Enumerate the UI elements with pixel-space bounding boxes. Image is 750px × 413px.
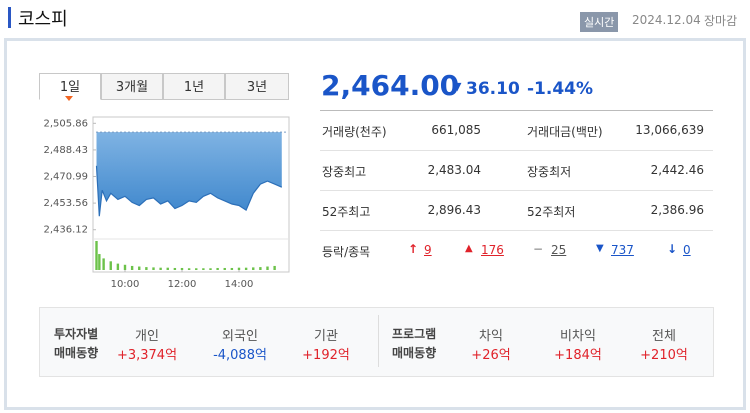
stat-value: 2,442.46 [650, 163, 704, 177]
price-line [95, 165, 283, 217]
upper-count[interactable]: 9 [424, 243, 432, 257]
divider [378, 315, 379, 367]
volume-bar [102, 258, 105, 270]
flow-label: 프로그램 [392, 327, 437, 341]
stat-value: 2,386.96 [650, 203, 704, 217]
flow-value: +210억 [640, 348, 688, 363]
volume-bar [152, 267, 155, 270]
stats-row [320, 191, 713, 231]
y-tick-label: 2,436.12 [43, 225, 88, 236]
stat-value: 2,483.04 [427, 163, 481, 177]
volume-bar [259, 267, 262, 270]
tab[interactable]: 1년 [163, 73, 225, 100]
stat-label: 거래량(천주) [322, 125, 387, 139]
price-area [96, 132, 282, 217]
flow-value: +3,374억 [116, 348, 178, 363]
chart: 2,505.86 2,488.43 2,470.99 2,453.56 2,436.12… [43, 116, 290, 290]
change: 36.10 [466, 79, 520, 99]
icon: ▲ [465, 243, 473, 254]
flat-count[interactable]: 25 [551, 243, 567, 257]
stat-value: 661,085 [431, 123, 481, 137]
flow-name: 비차익 [560, 329, 596, 344]
volume-bar [180, 267, 184, 270]
volume-bar [98, 254, 101, 270]
rate: -1.44% [527, 79, 594, 99]
volume-bar [130, 265, 134, 270]
volume-bar [195, 268, 198, 270]
price: 2,464.00 [321, 69, 460, 102]
tab[interactable]: 3년 [225, 73, 289, 100]
tab[interactable]: 3개월 [101, 73, 163, 100]
stat-label: 52주최고 [322, 205, 371, 219]
volume-bar [187, 268, 191, 270]
x-tick-label: 12:00 [168, 279, 197, 290]
y-tick-label: 2,505.86 [43, 118, 88, 129]
flow-value: +26억 [471, 348, 511, 363]
flow-label: 매매동향 [54, 346, 99, 360]
y-tick-label: 2,453.56 [43, 198, 88, 209]
updown-label: 등락/종목 [322, 245, 371, 259]
volume-bar [237, 267, 241, 270]
y-tick-label: 2,488.43 [43, 145, 88, 156]
volume-bar [166, 267, 169, 270]
volume-bar [252, 267, 255, 270]
volume-bar [244, 267, 248, 270]
volume-bar [223, 267, 226, 270]
volume-bar [116, 263, 120, 270]
flow-value: +184억 [554, 348, 602, 363]
status: 장마감 [704, 14, 738, 28]
volume-bar [216, 267, 219, 270]
y-tick-label: 2,470.99 [43, 172, 88, 183]
badge: 실시간 [580, 12, 619, 32]
volume-bar [173, 267, 177, 270]
flow-name: 전체 [652, 329, 676, 344]
icon: − [533, 242, 544, 256]
stat-label: 거래대금(백만) [527, 125, 603, 139]
volume-bar [266, 266, 269, 270]
flow-name: 기관 [314, 329, 338, 344]
stats-row [320, 151, 713, 191]
date: 2024.12.04 [632, 13, 701, 27]
stat-label: 장중최저 [527, 165, 572, 179]
flow-panel [39, 307, 714, 377]
volume-bar [202, 268, 205, 270]
main-box [4, 38, 746, 410]
stats-row [320, 111, 713, 151]
volume-bar [95, 241, 98, 270]
volume-bar [159, 267, 162, 270]
updown-row: 등락/종목 ↑ 9 ▲ 176 − 25 ▼ 737 ↓ 0 [320, 230, 713, 270]
flow-name: 개인 [135, 329, 159, 344]
title: 코스피 [18, 9, 68, 30]
icon: ↓ [667, 242, 678, 256]
down-icon: ▼ [453, 80, 462, 93]
title-bar [8, 7, 11, 28]
up-count[interactable]: 176 [481, 243, 504, 257]
table-top [320, 110, 713, 111]
flow-value: +192억 [302, 348, 350, 363]
tab-indicator [65, 96, 73, 101]
volume-bar [138, 266, 141, 270]
volume-bar [273, 265, 276, 270]
flow-name: 외국인 [222, 329, 258, 344]
icon: ▼ [596, 243, 604, 254]
stat-label: 52주최저 [527, 205, 576, 219]
flow-name: 차익 [479, 329, 503, 344]
lower-count[interactable]: 0 [683, 243, 691, 257]
volume-bar [209, 268, 212, 270]
flow-label: 매매동향 [392, 346, 437, 360]
flow-value: -4,088억 [213, 348, 267, 363]
x-tick-label: 14:00 [225, 279, 254, 290]
stat-value: 13,066,639 [635, 123, 704, 137]
icon: ↑ [408, 242, 419, 256]
volume-bar [109, 261, 112, 270]
flow-label: 투자자별 [54, 327, 99, 341]
volume-bar [123, 264, 127, 270]
stat-value: 2,896.43 [427, 203, 481, 217]
volume-bar [145, 267, 148, 270]
down-count[interactable]: 737 [611, 243, 634, 257]
volume-bar [230, 267, 234, 270]
stat-label: 장중최고 [322, 165, 367, 179]
x-tick-label: 10:00 [111, 279, 140, 290]
